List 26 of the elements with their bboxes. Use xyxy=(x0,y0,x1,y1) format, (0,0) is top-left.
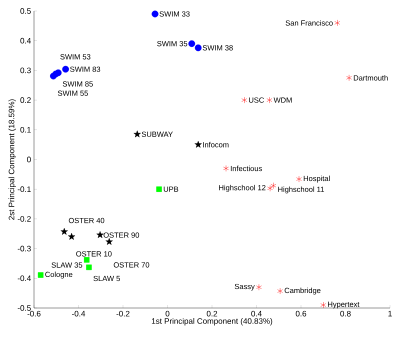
point xyxy=(320,302,326,308)
point xyxy=(296,176,302,182)
point xyxy=(334,20,340,26)
point xyxy=(241,96,248,104)
point xyxy=(266,96,272,104)
point xyxy=(267,185,273,192)
point xyxy=(50,72,57,80)
point xyxy=(62,66,69,73)
point xyxy=(60,228,68,235)
point xyxy=(270,182,276,189)
point xyxy=(346,74,352,82)
point xyxy=(96,231,104,238)
point xyxy=(156,186,162,192)
point xyxy=(277,288,283,294)
point xyxy=(223,165,229,172)
point xyxy=(194,44,202,52)
point xyxy=(106,238,113,245)
point xyxy=(256,284,262,290)
point xyxy=(152,10,158,18)
point xyxy=(84,257,90,263)
point xyxy=(134,130,141,138)
point xyxy=(194,140,202,148)
point xyxy=(38,272,44,278)
point xyxy=(188,40,196,48)
point xyxy=(68,232,76,240)
point xyxy=(86,264,92,270)
